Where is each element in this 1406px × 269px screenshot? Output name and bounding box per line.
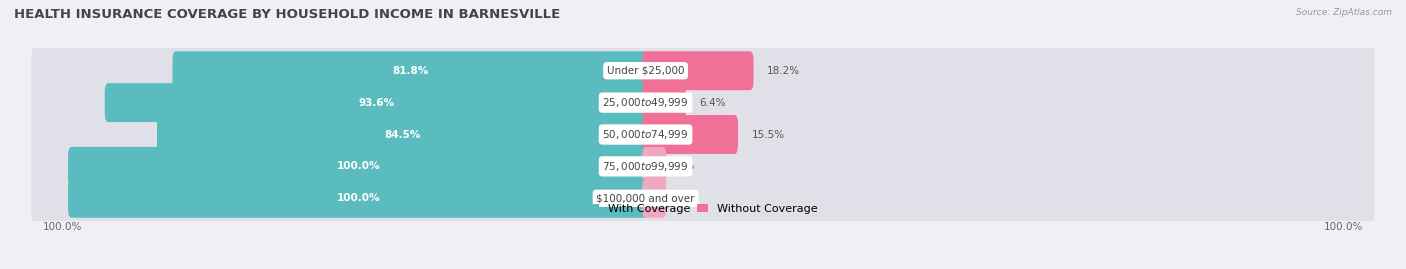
Text: Under $25,000: Under $25,000 — [607, 66, 685, 76]
FancyBboxPatch shape — [643, 83, 686, 122]
FancyBboxPatch shape — [173, 51, 650, 90]
Text: 100.0%: 100.0% — [42, 222, 82, 232]
FancyBboxPatch shape — [31, 171, 1375, 226]
Text: 93.6%: 93.6% — [359, 98, 395, 108]
Text: $50,000 to $74,999: $50,000 to $74,999 — [602, 128, 689, 141]
Text: 81.8%: 81.8% — [392, 66, 429, 76]
FancyBboxPatch shape — [643, 51, 754, 90]
FancyBboxPatch shape — [105, 83, 650, 122]
Text: 15.5%: 15.5% — [752, 129, 785, 140]
Text: HEALTH INSURANCE COVERAGE BY HOUSEHOLD INCOME IN BARNESVILLE: HEALTH INSURANCE COVERAGE BY HOUSEHOLD I… — [14, 8, 561, 21]
Text: 100.0%: 100.0% — [1324, 222, 1364, 232]
FancyBboxPatch shape — [643, 115, 738, 154]
FancyBboxPatch shape — [643, 179, 666, 218]
FancyBboxPatch shape — [67, 179, 650, 218]
Text: 0.0%: 0.0% — [668, 161, 695, 171]
Text: 0.0%: 0.0% — [668, 193, 695, 203]
FancyBboxPatch shape — [31, 139, 1375, 194]
FancyBboxPatch shape — [157, 115, 650, 154]
FancyBboxPatch shape — [31, 107, 1375, 162]
Text: $75,000 to $99,999: $75,000 to $99,999 — [602, 160, 689, 173]
Text: 100.0%: 100.0% — [337, 193, 380, 203]
FancyBboxPatch shape — [31, 43, 1375, 98]
Legend: With Coverage, Without Coverage: With Coverage, Without Coverage — [583, 200, 823, 218]
Text: Source: ZipAtlas.com: Source: ZipAtlas.com — [1296, 8, 1392, 17]
FancyBboxPatch shape — [67, 147, 650, 186]
Text: 6.4%: 6.4% — [700, 98, 725, 108]
FancyBboxPatch shape — [31, 75, 1375, 130]
FancyBboxPatch shape — [643, 147, 666, 186]
Text: 18.2%: 18.2% — [768, 66, 800, 76]
Text: $100,000 and over: $100,000 and over — [596, 193, 695, 203]
Text: 84.5%: 84.5% — [385, 129, 422, 140]
Text: 100.0%: 100.0% — [337, 161, 380, 171]
Text: $25,000 to $49,999: $25,000 to $49,999 — [602, 96, 689, 109]
